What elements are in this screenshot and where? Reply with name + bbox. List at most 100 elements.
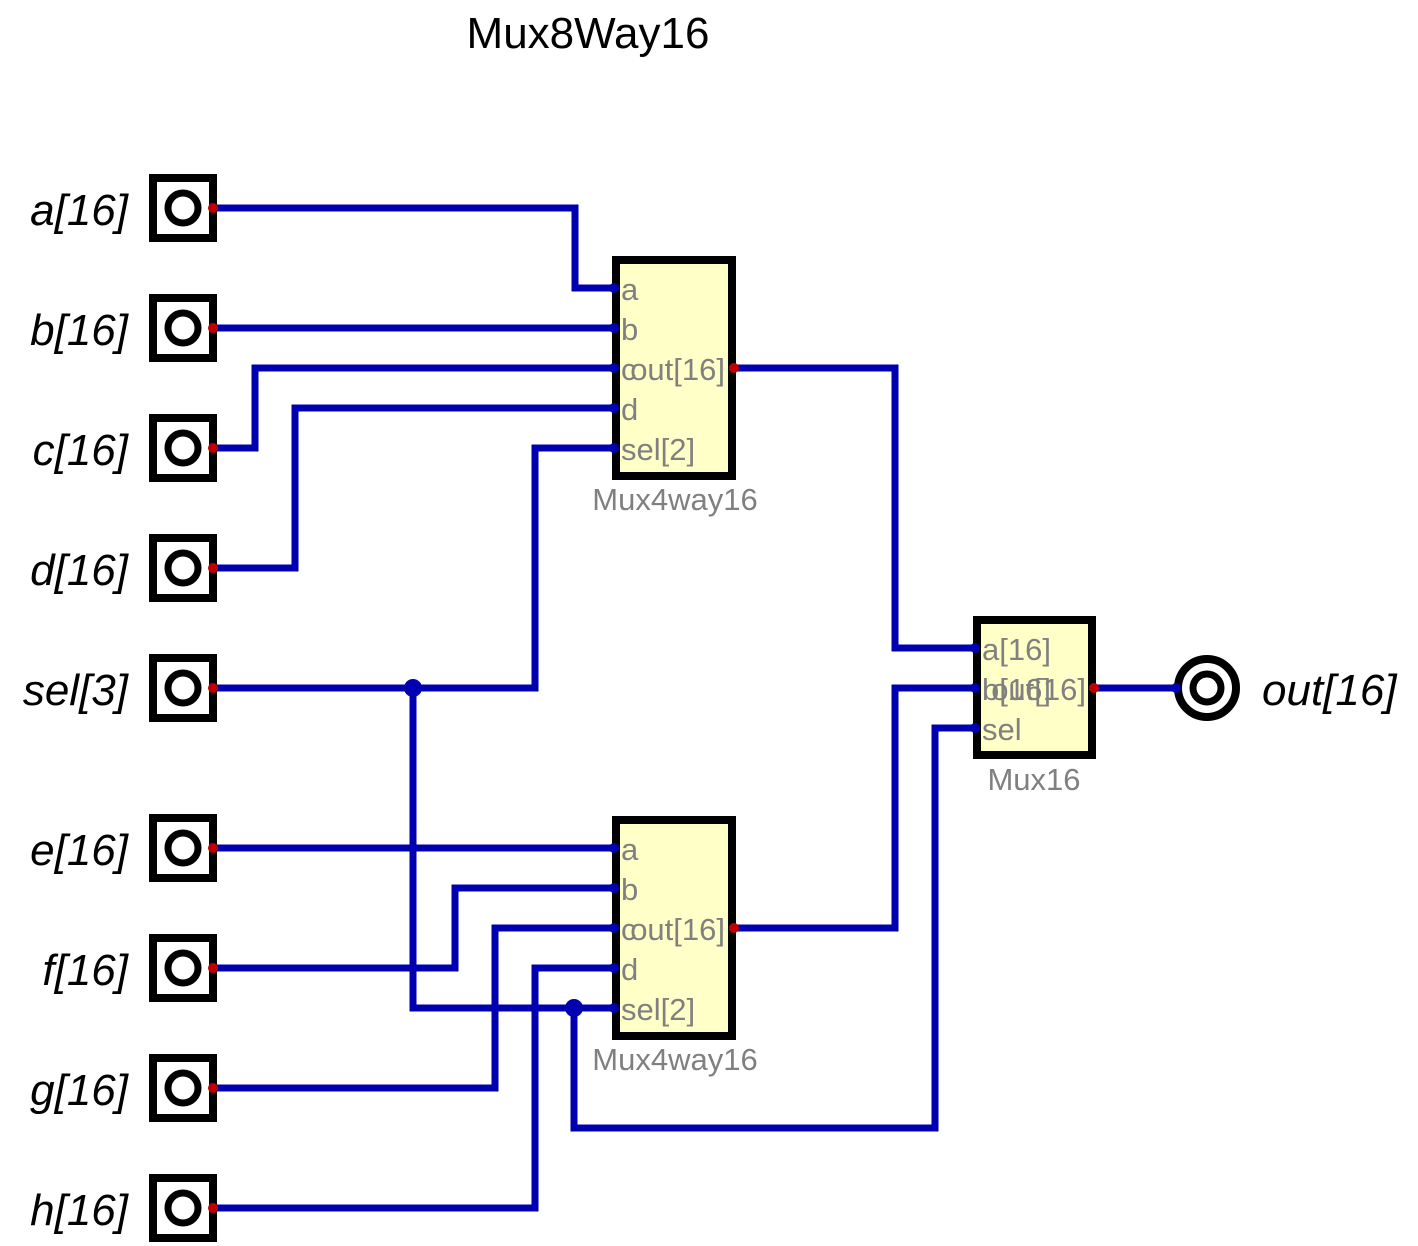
port-dot [609, 843, 619, 853]
chip-port-label: c [621, 352, 637, 387]
wire-mux-bottom-out [733, 684, 976, 932]
port-dot [970, 723, 980, 733]
port-dot [208, 203, 218, 213]
port-dot [609, 963, 619, 973]
input-pin-c[interactable]: c[16] [33, 414, 218, 482]
input-pin-sel[interactable]: sel[3] [23, 654, 218, 722]
input-pin-icon [149, 414, 217, 482]
input-pins: a[16] b[16] c[16] d[16] sel[3] [23, 174, 218, 1242]
port-dot [970, 643, 980, 653]
pin-ring-icon [164, 429, 202, 467]
pin-label-sel: sel[3] [23, 666, 130, 715]
chip-port-label: a [621, 832, 639, 867]
input-pin-h[interactable]: h[16] [30, 1174, 218, 1242]
input-pin-icon [149, 654, 217, 722]
port-dot [208, 443, 218, 453]
port-dot [970, 683, 980, 693]
pin-ring-icon [164, 309, 202, 347]
port-dot [609, 883, 619, 893]
wire-sel-bottom [409, 688, 614, 1012]
junction-dot [404, 679, 422, 697]
chip-port-label: b[16] [982, 672, 1051, 707]
pin-ring-icon [164, 189, 202, 227]
pin-label-b: b[16] [30, 306, 130, 355]
chip-mux4way16-bottom[interactable]: a b c out[16] d sel[2] Mux4way16 [592, 816, 758, 1077]
chip-out-label: out[16] [991, 672, 1086, 707]
port-dot [1089, 683, 1099, 693]
pin-ring-icon [164, 1189, 202, 1227]
chip-port-label: b [621, 872, 638, 907]
pin-ring-icon [164, 1069, 202, 1107]
chip-out-label: out[16] [630, 352, 725, 387]
port-dot [1171, 683, 1181, 693]
wire-sel-top [213, 444, 614, 692]
input-pin-icon [149, 934, 217, 1002]
pin-ring-icon [164, 949, 202, 987]
chip-name: Mux4way16 [592, 1042, 757, 1077]
input-pin-e[interactable]: e[16] [30, 814, 218, 882]
port-dot [208, 563, 218, 573]
wire-f [213, 884, 614, 972]
chip-out-label: out[16] [630, 912, 725, 947]
chip-name: Mux4way16 [592, 482, 757, 517]
port-dot [609, 323, 619, 333]
pin-label-e: e[16] [30, 826, 130, 875]
chip-port-label: a [621, 272, 639, 307]
port-dot [609, 283, 619, 293]
chip-port-label: sel [982, 712, 1022, 747]
pin-label-out: out[16] [1262, 666, 1398, 715]
input-pin-a[interactable]: a[16] [30, 174, 218, 242]
port-dot [208, 843, 218, 853]
input-pin-icon [149, 294, 217, 362]
input-pin-icon [149, 1054, 217, 1122]
chip-port-label: b [621, 312, 638, 347]
chip-body [612, 256, 736, 480]
pin-label-h: h[16] [30, 1186, 130, 1235]
wire-h [213, 964, 614, 1212]
chip-mux4way16-top[interactable]: a b c out[16] d sel[2] Mux4way16 [592, 256, 758, 517]
port-dot [609, 443, 619, 453]
wire-a [213, 204, 614, 292]
port-dot [208, 323, 218, 333]
wire-d [213, 404, 614, 572]
input-pin-icon [149, 174, 217, 242]
port-dot [208, 683, 218, 693]
input-pin-f[interactable]: f[16] [42, 934, 218, 1002]
wire-sel-mux16 [570, 724, 976, 1132]
chip-port-label: a[16] [982, 632, 1051, 667]
port-dot [729, 363, 739, 373]
output-pin-out[interactable]: out[16] [1171, 655, 1398, 721]
wire-c [213, 364, 614, 452]
chip-port-label: sel[2] [621, 432, 695, 467]
chip-port-label: d [621, 952, 638, 987]
port-dot [609, 363, 619, 373]
port-dot [609, 923, 619, 933]
chip-mux16[interactable]: a[16] b[16] out[16] sel Mux16 [970, 616, 1099, 797]
chip-name: Mux16 [987, 762, 1080, 797]
port-dot [208, 1083, 218, 1093]
wires [213, 204, 1178, 1212]
pin-label-c: c[16] [33, 426, 130, 475]
port-dot [609, 1003, 619, 1013]
chip-port-label: c [621, 912, 637, 947]
pin-label-d: d[16] [30, 546, 130, 595]
port-dot [208, 1203, 218, 1213]
output-pin-icon [1174, 655, 1240, 721]
input-pin-b[interactable]: b[16] [30, 294, 218, 362]
input-pin-d[interactable]: d[16] [30, 534, 218, 602]
chip-port-label: d [621, 392, 638, 427]
wire-mux-top-out [733, 364, 976, 652]
port-dot [609, 403, 619, 413]
pin-label-g: g[16] [30, 1066, 130, 1115]
port-dot [208, 963, 218, 973]
input-pin-icon [149, 814, 217, 882]
input-pin-icon [149, 1174, 217, 1242]
pin-ring-icon [164, 829, 202, 867]
input-pin-g[interactable]: g[16] [30, 1054, 218, 1122]
pin-ring-icon [164, 549, 202, 587]
wire-g [213, 924, 614, 1092]
input-pin-icon [149, 534, 217, 602]
pin-label-a: a[16] [30, 186, 130, 235]
pin-label-f: f[16] [42, 946, 129, 995]
